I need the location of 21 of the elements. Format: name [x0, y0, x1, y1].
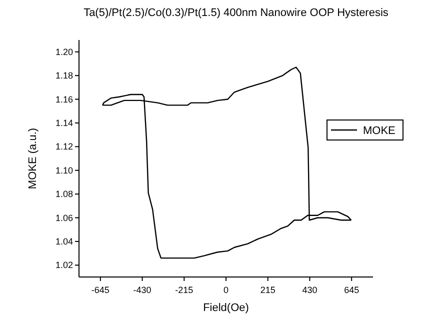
x-tick-label: 0	[223, 285, 229, 295]
y-tick-label: 1.14	[55, 118, 73, 128]
chart-title: Ta(5)/Pt(2.5)/Co(0.3)/Pt(1.5) 400nm Nanowire OOP Hysteresis	[84, 7, 389, 19]
x-tick-label: 645	[344, 285, 360, 295]
y-tick-label: 1.18	[55, 70, 73, 81]
x-tick-label: -215	[175, 285, 194, 295]
y-tick-label: 1.02	[55, 260, 73, 270]
x-tick-label: 215	[260, 285, 276, 295]
y-tick-label: 1.08	[55, 189, 73, 200]
y-axis-title: MOKE (a.u.)	[27, 128, 39, 190]
x-tick-label: -645	[91, 285, 110, 295]
y-tick-label: 1.16	[55, 94, 73, 104]
legend-label: MOKE	[363, 125, 396, 137]
y-tick-label: 1.12	[55, 142, 73, 152]
y-tick-label: 1.06	[55, 212, 73, 223]
y-tick-label: 1.20	[55, 46, 73, 57]
y-tick-label: 1.10	[55, 165, 73, 176]
y-tick-label: 1.04	[55, 236, 73, 246]
x-axis-title: Field(Oe)	[203, 302, 249, 314]
x-tick-label: 430	[302, 285, 318, 295]
x-tick-label: -430	[133, 285, 152, 295]
